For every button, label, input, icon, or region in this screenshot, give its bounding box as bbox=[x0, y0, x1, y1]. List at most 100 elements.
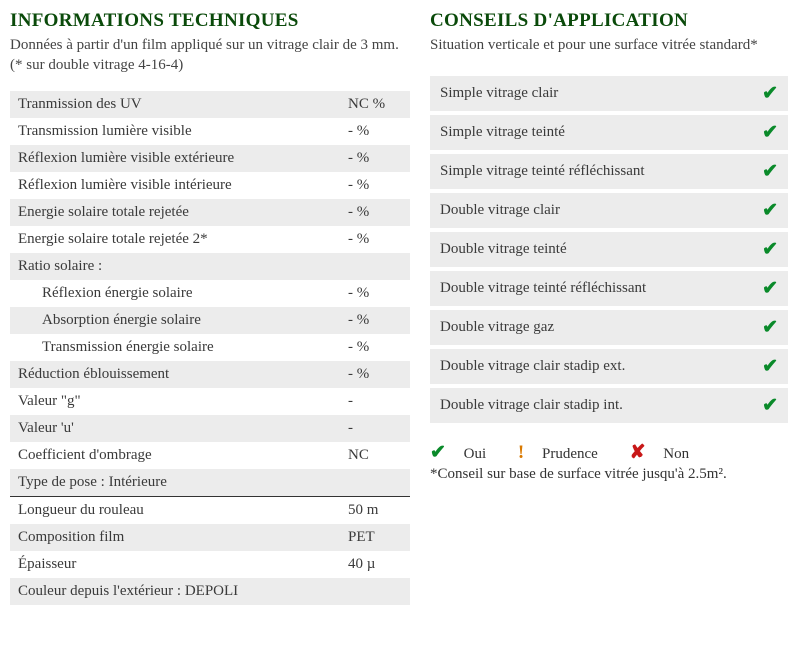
check-icon: ✔ bbox=[762, 278, 778, 299]
check-icon: ✔ bbox=[762, 356, 778, 377]
table-row: Simple vitrage teinté ✔ bbox=[430, 115, 788, 150]
table-row: Réduction éblouissement- % bbox=[10, 361, 410, 388]
app-status-cell: ✔ bbox=[752, 115, 788, 150]
tech-value: 40 µ bbox=[340, 551, 410, 578]
tech-label: Transmission énergie solaire bbox=[10, 334, 340, 361]
tech-label: Épaisseur bbox=[10, 551, 340, 578]
legend-non: ✘ Non bbox=[630, 446, 704, 462]
legend-oui: ✔ Oui bbox=[430, 446, 500, 462]
app-label: Simple vitrage teinté bbox=[430, 115, 752, 150]
tech-label: Valeur 'u' bbox=[10, 415, 340, 442]
check-icon: ✔ bbox=[762, 200, 778, 221]
table-row: Transmission énergie solaire- % bbox=[10, 334, 410, 361]
table-row: Double vitrage teinté réfléchissant ✔ bbox=[430, 271, 788, 306]
apps-subtitle: Situation verticale et pour une surface … bbox=[430, 36, 788, 56]
table-row: Double vitrage clair stadip int. ✔ bbox=[430, 388, 788, 423]
table-row: Tranmission des UVNC % bbox=[10, 91, 410, 118]
legend: ✔ Oui ! Prudence ✘ Non *Conseil sur base… bbox=[430, 441, 788, 483]
tech-label: Energie solaire totale rejetée bbox=[10, 199, 340, 226]
table-row: Épaisseur40 µ bbox=[10, 551, 410, 578]
table-row: Type de pose : Intérieure bbox=[10, 469, 410, 497]
table-row: Transmission lumière visible- % bbox=[10, 118, 410, 145]
tech-value: PET bbox=[340, 524, 410, 551]
check-icon: ✔ bbox=[762, 83, 778, 104]
tech-value: NC bbox=[340, 442, 410, 469]
tech-label: Longueur du rouleau bbox=[10, 497, 340, 524]
apps-title: CONSEILS D'APPLICATION bbox=[430, 10, 788, 32]
tech-label: Réflexion lumière visible intérieure bbox=[10, 172, 340, 199]
app-status-cell: ✔ bbox=[752, 310, 788, 345]
cross-icon: ✘ bbox=[630, 442, 646, 463]
tech-value: - bbox=[340, 388, 410, 415]
app-label: Simple vitrage teinté réfléchissant bbox=[430, 154, 752, 189]
tech-label: Absorption énergie solaire bbox=[10, 307, 340, 334]
tech-label: Composition film bbox=[10, 524, 340, 551]
tech-value: - % bbox=[340, 226, 410, 253]
table-row: Composition filmPET bbox=[10, 524, 410, 551]
table-row: Double vitrage teinté✔ bbox=[430, 232, 788, 267]
tech-table: Tranmission des UVNC %Transmission lumiè… bbox=[10, 91, 410, 605]
table-row: Réflexion énergie solaire- % bbox=[10, 280, 410, 307]
tech-value: - % bbox=[340, 361, 410, 388]
table-row: Réflexion lumière visible extérieure- % bbox=[10, 145, 410, 172]
tech-label: Valeur "g" bbox=[10, 388, 340, 415]
app-label: Double vitrage clair stadip ext. bbox=[430, 349, 752, 384]
legend-non-label: Non bbox=[663, 446, 689, 462]
table-row: Couleur depuis l'extérieur : DEPOLI bbox=[10, 578, 410, 605]
technical-info-column: INFORMATIONS TECHNIQUES Données à partir… bbox=[10, 10, 410, 605]
table-row: Double vitrage gaz ✔ bbox=[430, 310, 788, 345]
app-label: Double vitrage teinté réfléchissant bbox=[430, 271, 752, 306]
tech-value bbox=[340, 469, 410, 497]
legend-prudence-label: Prudence bbox=[542, 446, 598, 462]
table-row: Ratio solaire : bbox=[10, 253, 410, 280]
tech-value: - % bbox=[340, 172, 410, 199]
check-icon: ✔ bbox=[762, 122, 778, 143]
tech-value: 50 m bbox=[340, 497, 410, 524]
app-status-cell: ✔ bbox=[752, 271, 788, 306]
tech-value: - % bbox=[340, 307, 410, 334]
tech-label: Transmission lumière visible bbox=[10, 118, 340, 145]
table-row: Simple vitrage teinté réfléchissant ✔ bbox=[430, 154, 788, 189]
table-row: Valeur "g"- bbox=[10, 388, 410, 415]
table-row: Double vitrage clair stadip ext. ✔ bbox=[430, 349, 788, 384]
check-icon: ✔ bbox=[430, 442, 446, 463]
check-icon: ✔ bbox=[762, 161, 778, 182]
table-row: Valeur 'u'- bbox=[10, 415, 410, 442]
app-label: Double vitrage gaz bbox=[430, 310, 752, 345]
app-status-cell: ✔ bbox=[752, 154, 788, 189]
tech-label: Réflexion lumière visible extérieure bbox=[10, 145, 340, 172]
legend-oui-label: Oui bbox=[464, 446, 487, 462]
apps-table: Simple vitrage clair✔Simple vitrage tein… bbox=[430, 72, 788, 427]
tech-value: - bbox=[340, 415, 410, 442]
app-status-cell: ✔ bbox=[752, 388, 788, 423]
app-label: Double vitrage teinté bbox=[430, 232, 752, 267]
tech-label: Réduction éblouissement bbox=[10, 361, 340, 388]
check-icon: ✔ bbox=[762, 395, 778, 416]
tech-label: Energie solaire totale rejetée 2* bbox=[10, 226, 340, 253]
app-label: Simple vitrage clair bbox=[430, 76, 752, 111]
application-advice-column: CONSEILS D'APPLICATION Situation vertica… bbox=[430, 10, 788, 605]
table-row: Double vitrage clair ✔ bbox=[430, 193, 788, 228]
tech-label: Type de pose : Intérieure bbox=[10, 469, 340, 497]
tech-title: INFORMATIONS TECHNIQUES bbox=[10, 10, 410, 32]
table-row: Longueur du rouleau50 m bbox=[10, 497, 410, 524]
table-row: Simple vitrage clair ✔ bbox=[430, 76, 788, 111]
legend-note: *Conseil sur base de surface vitrée jusq… bbox=[430, 466, 788, 483]
app-status-cell: ✔ bbox=[752, 193, 788, 228]
two-column-layout: INFORMATIONS TECHNIQUES Données à partir… bbox=[10, 10, 788, 605]
tech-value: NC % bbox=[340, 91, 410, 118]
tech-value: - % bbox=[340, 334, 410, 361]
app-label: Double vitrage clair bbox=[430, 193, 752, 228]
app-status-cell: ✔ bbox=[752, 76, 788, 111]
app-status-cell: ✔ bbox=[752, 232, 788, 267]
table-row: Energie solaire totale rejetée 2*- % bbox=[10, 226, 410, 253]
tech-label: Ratio solaire : bbox=[10, 253, 340, 280]
table-row: Coefficient d'ombrageNC bbox=[10, 442, 410, 469]
check-icon: ✔ bbox=[762, 317, 778, 338]
app-status-cell: ✔ bbox=[752, 349, 788, 384]
app-label: Double vitrage clair stadip int. bbox=[430, 388, 752, 423]
tech-value: - % bbox=[340, 280, 410, 307]
tech-value: - % bbox=[340, 145, 410, 172]
tech-label: Réflexion énergie solaire bbox=[10, 280, 340, 307]
table-row: Energie solaire totale rejetée- % bbox=[10, 199, 410, 226]
